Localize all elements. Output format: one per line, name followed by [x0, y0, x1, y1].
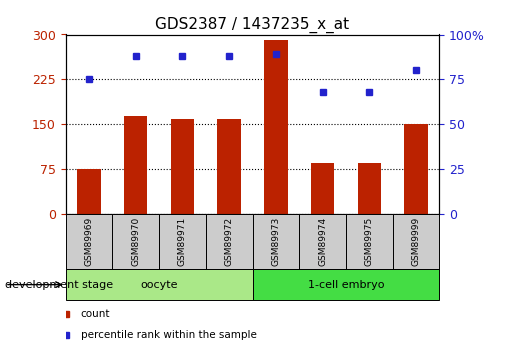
- Bar: [264, 40, 287, 214]
- Text: GSM89975: GSM89975: [365, 217, 374, 266]
- Bar: [66, 214, 113, 269]
- Bar: [405, 124, 428, 214]
- Bar: [218, 119, 241, 214]
- Bar: [124, 116, 147, 214]
- Text: GSM89974: GSM89974: [318, 217, 327, 266]
- Bar: [66, 269, 252, 300]
- Bar: [159, 214, 206, 269]
- Bar: [311, 163, 334, 214]
- Text: GSM89970: GSM89970: [131, 217, 140, 266]
- Text: count: count: [81, 309, 110, 319]
- Title: GDS2387 / 1437235_x_at: GDS2387 / 1437235_x_at: [156, 17, 349, 33]
- Bar: [252, 214, 299, 269]
- Text: GSM89973: GSM89973: [271, 217, 280, 266]
- Text: 1-cell embryo: 1-cell embryo: [308, 280, 384, 289]
- Text: GSM89971: GSM89971: [178, 217, 187, 266]
- Bar: [299, 214, 346, 269]
- Text: GSM89972: GSM89972: [225, 217, 234, 266]
- Bar: [346, 214, 393, 269]
- Bar: [206, 214, 252, 269]
- Bar: [393, 214, 439, 269]
- Text: GSM89999: GSM89999: [412, 217, 421, 266]
- Bar: [252, 269, 439, 300]
- Bar: [171, 119, 194, 214]
- Text: oocyte: oocyte: [140, 280, 178, 289]
- Bar: [113, 214, 159, 269]
- Text: percentile rank within the sample: percentile rank within the sample: [81, 330, 257, 339]
- Bar: [358, 163, 381, 214]
- Text: development stage: development stage: [5, 280, 113, 289]
- Bar: [77, 169, 100, 214]
- Text: GSM89969: GSM89969: [84, 217, 93, 266]
